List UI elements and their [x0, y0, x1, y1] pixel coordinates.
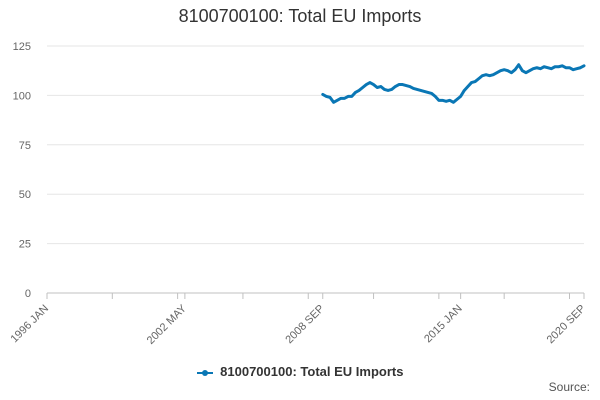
- data-point[interactable]: [415, 88, 419, 91]
- data-point[interactable]: [339, 97, 343, 100]
- data-point[interactable]: [506, 69, 509, 72]
- series-line[interactable]: [321, 63, 586, 104]
- data-point[interactable]: [561, 64, 564, 67]
- data-point[interactable]: [481, 74, 484, 77]
- data-point[interactable]: [499, 69, 502, 72]
- data-point[interactable]: [401, 83, 404, 86]
- x-axis: 1996 JAN 2002 MAY 2008 SEP 2015 JAN 2020 SEP: [8, 292, 589, 347]
- data-point[interactable]: [357, 89, 361, 92]
- data-point[interactable]: [575, 67, 578, 70]
- data-point[interactable]: [361, 86, 364, 89]
- data-point[interactable]: [423, 90, 426, 93]
- data-point[interactable]: [346, 95, 350, 98]
- data-point[interactable]: [463, 89, 466, 92]
- data-point[interactable]: [492, 73, 495, 76]
- data-point[interactable]: [582, 64, 586, 67]
- data-point[interactable]: [350, 95, 353, 98]
- data-point[interactable]: [532, 67, 535, 70]
- data-point[interactable]: [553, 65, 557, 68]
- data-point[interactable]: [484, 73, 488, 76]
- data-point[interactable]: [502, 68, 506, 71]
- data-point[interactable]: [470, 81, 473, 84]
- data-point[interactable]: [426, 91, 430, 94]
- data-point[interactable]: [455, 98, 459, 101]
- data-point[interactable]: [375, 86, 379, 89]
- data-point[interactable]: [437, 99, 441, 102]
- data-point[interactable]: [535, 66, 539, 69]
- series-layer: [321, 63, 586, 104]
- data-point[interactable]: [321, 93, 324, 96]
- data-point[interactable]: [394, 85, 397, 88]
- y-tick-label: 100: [13, 90, 31, 102]
- data-point[interactable]: [343, 97, 346, 100]
- x-tick-label: 2015 JAN: [422, 303, 465, 346]
- data-point[interactable]: [386, 89, 390, 92]
- data-point[interactable]: [568, 66, 571, 69]
- y-axis-ticks: 0 25 50 75 100 125: [13, 41, 31, 300]
- data-point[interactable]: [368, 81, 372, 84]
- data-point[interactable]: [473, 80, 477, 83]
- x-tick-label: 2020 SEP: [545, 303, 589, 347]
- data-point[interactable]: [488, 74, 491, 77]
- data-point[interactable]: [441, 99, 444, 102]
- data-point[interactable]: [325, 95, 328, 98]
- x-tick-label: 1996 JAN: [8, 303, 51, 346]
- data-point[interactable]: [513, 68, 517, 71]
- grid-lines: [47, 45, 584, 245]
- data-point[interactable]: [528, 69, 531, 72]
- data-point[interactable]: [408, 85, 412, 88]
- data-point[interactable]: [419, 89, 422, 92]
- data-point[interactable]: [354, 91, 357, 94]
- x-tick-label: 2008 SEP: [283, 303, 327, 347]
- data-point[interactable]: [448, 99, 451, 102]
- legend[interactable]: 8100700100: Total EU Imports: [0, 364, 600, 379]
- x-tick-label: 2002 MAY: [145, 302, 190, 347]
- data-point[interactable]: [524, 71, 528, 74]
- data-point[interactable]: [546, 66, 549, 69]
- data-point[interactable]: [571, 68, 575, 71]
- data-point[interactable]: [379, 85, 383, 88]
- data-point[interactable]: [412, 87, 415, 90]
- credits[interactable]: Source:: [548, 380, 590, 394]
- data-point[interactable]: [542, 65, 546, 68]
- data-point[interactable]: [452, 101, 455, 104]
- data-point[interactable]: [495, 71, 499, 74]
- legend-label: 8100700100: Total EU Imports: [220, 364, 404, 379]
- y-tick-label: 0: [25, 288, 31, 300]
- data-point[interactable]: [521, 69, 524, 72]
- data-point[interactable]: [550, 67, 553, 70]
- data-point[interactable]: [397, 83, 401, 86]
- y-tick-label: 75: [19, 140, 31, 152]
- y-tick-label: 25: [19, 239, 31, 251]
- data-point[interactable]: [517, 63, 520, 66]
- data-point[interactable]: [372, 83, 375, 86]
- data-point[interactable]: [459, 95, 462, 98]
- data-point[interactable]: [466, 85, 470, 88]
- data-point[interactable]: [579, 66, 582, 69]
- data-point[interactable]: [477, 77, 480, 80]
- data-point[interactable]: [434, 95, 437, 98]
- data-point[interactable]: [564, 66, 568, 69]
- data-point[interactable]: [557, 65, 560, 68]
- data-point[interactable]: [510, 71, 513, 74]
- data-point[interactable]: [444, 100, 448, 103]
- data-point[interactable]: [365, 83, 368, 86]
- y-tick-label: 125: [13, 41, 31, 53]
- series-points: [321, 63, 586, 104]
- data-point[interactable]: [390, 88, 393, 91]
- data-point[interactable]: [430, 92, 433, 95]
- chart-title: 8100700100: Total EU Imports: [178, 6, 422, 26]
- data-point[interactable]: [336, 99, 339, 102]
- legend-marker-icon: [196, 369, 213, 376]
- data-point[interactable]: [539, 67, 542, 70]
- data-point[interactable]: [405, 84, 408, 87]
- data-point[interactable]: [383, 88, 386, 91]
- y-tick-label: 50: [19, 189, 31, 201]
- data-point[interactable]: [328, 96, 332, 99]
- data-point[interactable]: [332, 101, 335, 104]
